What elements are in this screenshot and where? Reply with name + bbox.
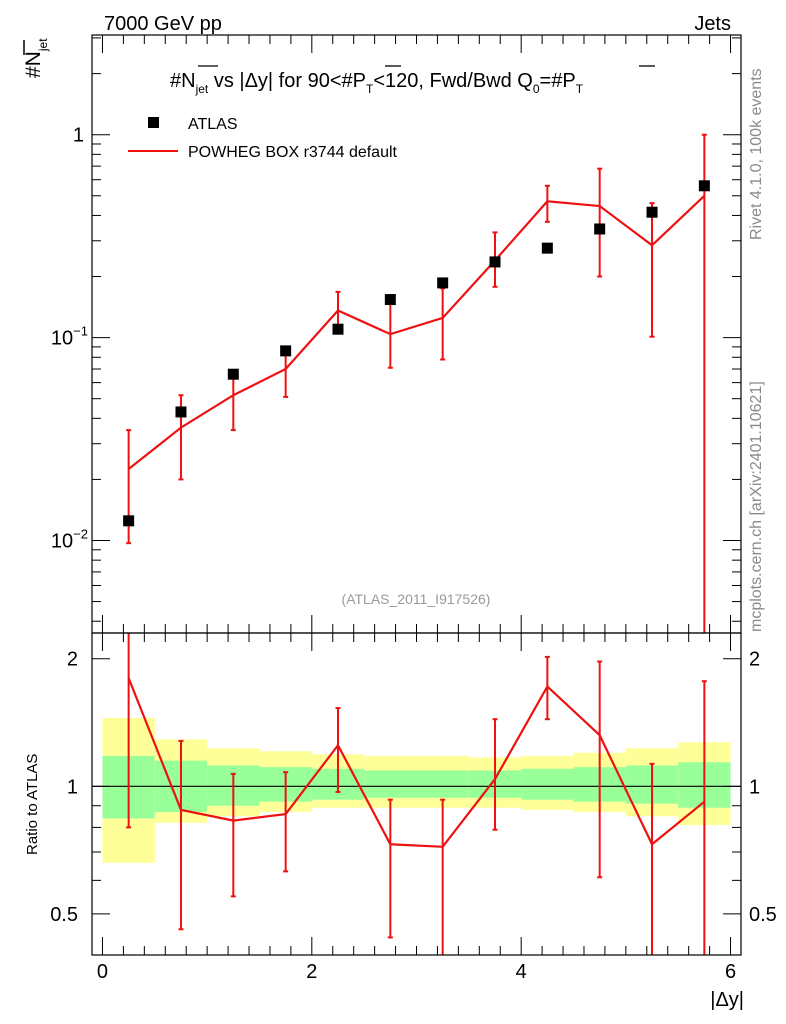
ratio-plot-marks: [92, 633, 741, 955]
svg-text:#Njet vs |Δy| for 90<#PT<120,: #Njet vs |Δy| for 90<#PT<120, Fwd/Bwd Q0…: [170, 70, 584, 96]
atlas-data-point: [541, 242, 553, 254]
main-y-axis-label: #Njet: [22, 38, 50, 78]
legend: ATLAS POWHEG BOX r3744 default: [128, 116, 398, 161]
main-y-tick-label: 10−2: [51, 526, 88, 552]
ratio-y-tick-label-left: 2: [67, 649, 78, 671]
ratio-y-tick-label-left: 1: [67, 776, 78, 798]
x-axis-label: |Δy|: [710, 989, 744, 1011]
mc-prediction-line: [127, 194, 706, 470]
legend-powheg-label: POWHEG BOX r3744 default: [188, 144, 398, 161]
atlas-data-point: [384, 294, 396, 306]
energy-label: 7000 GeV pp: [104, 13, 222, 35]
ratio-line: [127, 677, 706, 848]
main-y-tick-label: 10−1: [51, 324, 88, 350]
x-tick-label: 2: [306, 961, 317, 983]
ratio-uncertainty-bands: [102, 717, 731, 863]
main-title: #Njet vs |Δy| for 90<#PT<120, Fwd/Bwd Q0…: [170, 65, 655, 96]
rivet-version-label: Rivet 4.1.0, 100k events: [748, 68, 765, 240]
legend-atlas-label: ATLAS: [188, 116, 238, 133]
atlas-data-point: [698, 180, 710, 192]
main-plot-marks: [123, 133, 710, 633]
svg-text:#Njet: #Njet: [22, 38, 50, 78]
ratio-y-tick-label-right: 2: [749, 649, 760, 671]
x-tick-label: 0: [97, 961, 108, 983]
mcplots-source-label: mcplots.cern.ch [arXiv:2401.10621]: [748, 381, 765, 632]
x-tick-label: 4: [516, 961, 527, 983]
analysis-watermark: (ATLAS_2011_I917526): [342, 591, 491, 607]
main-y-tick-label: 1: [73, 125, 84, 147]
ratio-y-axis-label: Ratio to ATLAS: [24, 754, 41, 855]
atlas-data-point: [123, 515, 135, 527]
atlas-data-point: [489, 256, 501, 268]
green-band-bin: [364, 770, 417, 798]
ratio-y-tick-label-right: 0.5: [749, 904, 777, 926]
atlas-data-point: [646, 206, 658, 218]
atlas-data-point: [332, 323, 344, 335]
process-label: Jets: [694, 13, 731, 35]
green-band-bin: [521, 768, 574, 800]
atlas-data-point: [437, 277, 449, 289]
axes: 1 10−1 10−2 2 2 1 1 0.5 0.5 0 2 4 6: [50, 34, 777, 983]
atlas-data-point: [175, 406, 187, 418]
ratio-y-tick-label-right: 1: [749, 776, 760, 798]
ratio-y-tick-label-left: 0.5: [50, 904, 78, 926]
green-band-bin: [416, 770, 469, 798]
legend-atlas-marker: [148, 117, 159, 128]
x-tick-label: 6: [725, 961, 736, 983]
atlas-data-point: [227, 368, 239, 380]
atlas-data-point: [280, 345, 292, 357]
atlas-data-point: [594, 223, 606, 235]
